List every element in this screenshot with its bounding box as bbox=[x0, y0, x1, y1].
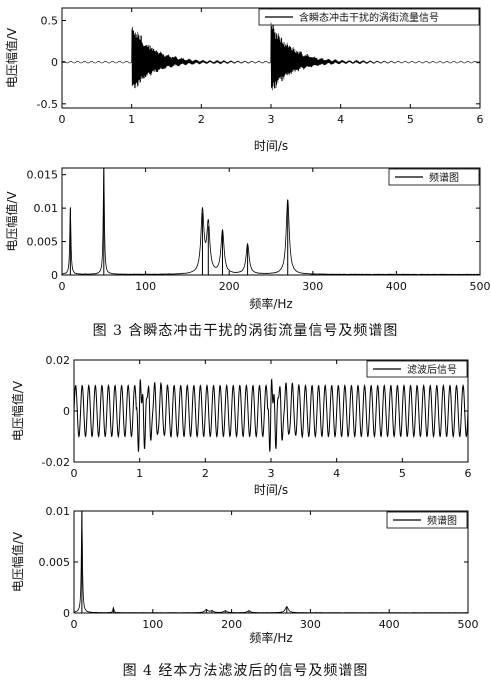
y-axis-label: 电压幅值/V bbox=[10, 531, 25, 592]
x-tick-label: 0 bbox=[59, 280, 66, 293]
x-tick-label: 400 bbox=[386, 280, 407, 293]
x-tick-label: 300 bbox=[302, 280, 323, 293]
y-tick-label: 0 bbox=[51, 56, 58, 69]
y-tick-label: 0.005 bbox=[39, 556, 71, 569]
y-tick-label: 0.005 bbox=[27, 236, 59, 249]
y-tick-label: 0 bbox=[63, 607, 70, 620]
legend-box bbox=[386, 511, 468, 529]
legend-label: 含瞬态冲击干扰的涡街流量信号 bbox=[299, 11, 439, 24]
y-axis-label: 电压幅值/V bbox=[4, 191, 19, 252]
y-tick-label: 0.02 bbox=[46, 354, 71, 367]
x-tick-label: 100 bbox=[142, 618, 163, 631]
series-line-raw-signal bbox=[61, 22, 481, 91]
y-tick-label: 0.5 bbox=[41, 15, 59, 28]
legend-box bbox=[366, 360, 468, 378]
x-axis-label: 频率/Hz bbox=[249, 296, 292, 311]
x-tick-label: 4 bbox=[337, 113, 344, 126]
x-tick-label: 100 bbox=[135, 280, 156, 293]
x-tick-label: 0 bbox=[59, 113, 66, 126]
legend-box bbox=[258, 8, 480, 26]
x-tick-label: 200 bbox=[219, 280, 240, 293]
x-tick-label: 5 bbox=[399, 467, 406, 480]
x-tick-label: 200 bbox=[221, 618, 242, 631]
x-tick-label: 3 bbox=[268, 113, 275, 126]
x-axis-label: 频率/Hz bbox=[249, 630, 292, 645]
series-line-spectrum bbox=[61, 167, 481, 276]
figure-4-caption: 图 4 经本方法滤波后的信号及频谱图 bbox=[122, 663, 369, 679]
y-tick-label: 0.01 bbox=[34, 202, 59, 215]
x-tick-label: 500 bbox=[470, 280, 491, 293]
x-tick-label: 1 bbox=[136, 467, 143, 480]
series-line-filtered-signal bbox=[73, 377, 469, 452]
chart-spectrum-filtered: 0 100 200 300 400 500 0 0.005 0.01 频率/Hz 电压幅值/V 频谱图 bbox=[10, 505, 479, 645]
legend-label: 滤波后信号 bbox=[407, 363, 457, 376]
x-tick-label: 400 bbox=[379, 618, 400, 631]
plot-frame bbox=[61, 167, 481, 276]
y-tick-label: 0.01 bbox=[46, 505, 71, 518]
x-tick-label: 2 bbox=[202, 467, 209, 480]
figure-3-caption: 图 3 含瞬态冲击干扰的涡街流量信号及频谱图 bbox=[92, 323, 399, 339]
legend-box bbox=[388, 168, 480, 186]
legend-label: 频谱图 bbox=[427, 514, 457, 527]
x-axis-label: 时间/s bbox=[254, 139, 288, 153]
x-tick-label: 300 bbox=[300, 618, 321, 631]
y-tick-label: 0.015 bbox=[27, 169, 59, 182]
x-tick-label: 6 bbox=[477, 113, 484, 126]
series-line-spectrum bbox=[73, 510, 469, 614]
x-tick-label: 500 bbox=[458, 618, 479, 631]
x-tick-label: 0 bbox=[71, 467, 78, 480]
y-axis-label: 电压幅值/V bbox=[4, 27, 19, 88]
chart-spectrum-raw: 0 100 200 300 400 500 0 0.005 0.01 0.015 频率/Hz 电压幅值… bbox=[4, 167, 491, 311]
legend-label: 频谱图 bbox=[429, 171, 459, 184]
y-tick-label: -0.5 bbox=[37, 98, 58, 111]
y-axis-label: 电压幅值/V bbox=[10, 380, 25, 441]
y-tick-label: -0.02 bbox=[42, 456, 70, 469]
x-tick-label: 4 bbox=[333, 467, 340, 480]
y-tick-label: 0 bbox=[51, 269, 58, 282]
x-tick-label: 1 bbox=[128, 113, 135, 126]
x-axis-label: 时间/s bbox=[254, 483, 288, 497]
y-tick-label: 0 bbox=[63, 405, 70, 418]
x-tick-label: 0 bbox=[71, 618, 78, 631]
x-tick-label: 3 bbox=[268, 467, 275, 480]
x-tick-label: 5 bbox=[407, 113, 414, 126]
x-tick-label: 2 bbox=[198, 113, 205, 126]
x-tick-label: 6 bbox=[465, 467, 472, 480]
